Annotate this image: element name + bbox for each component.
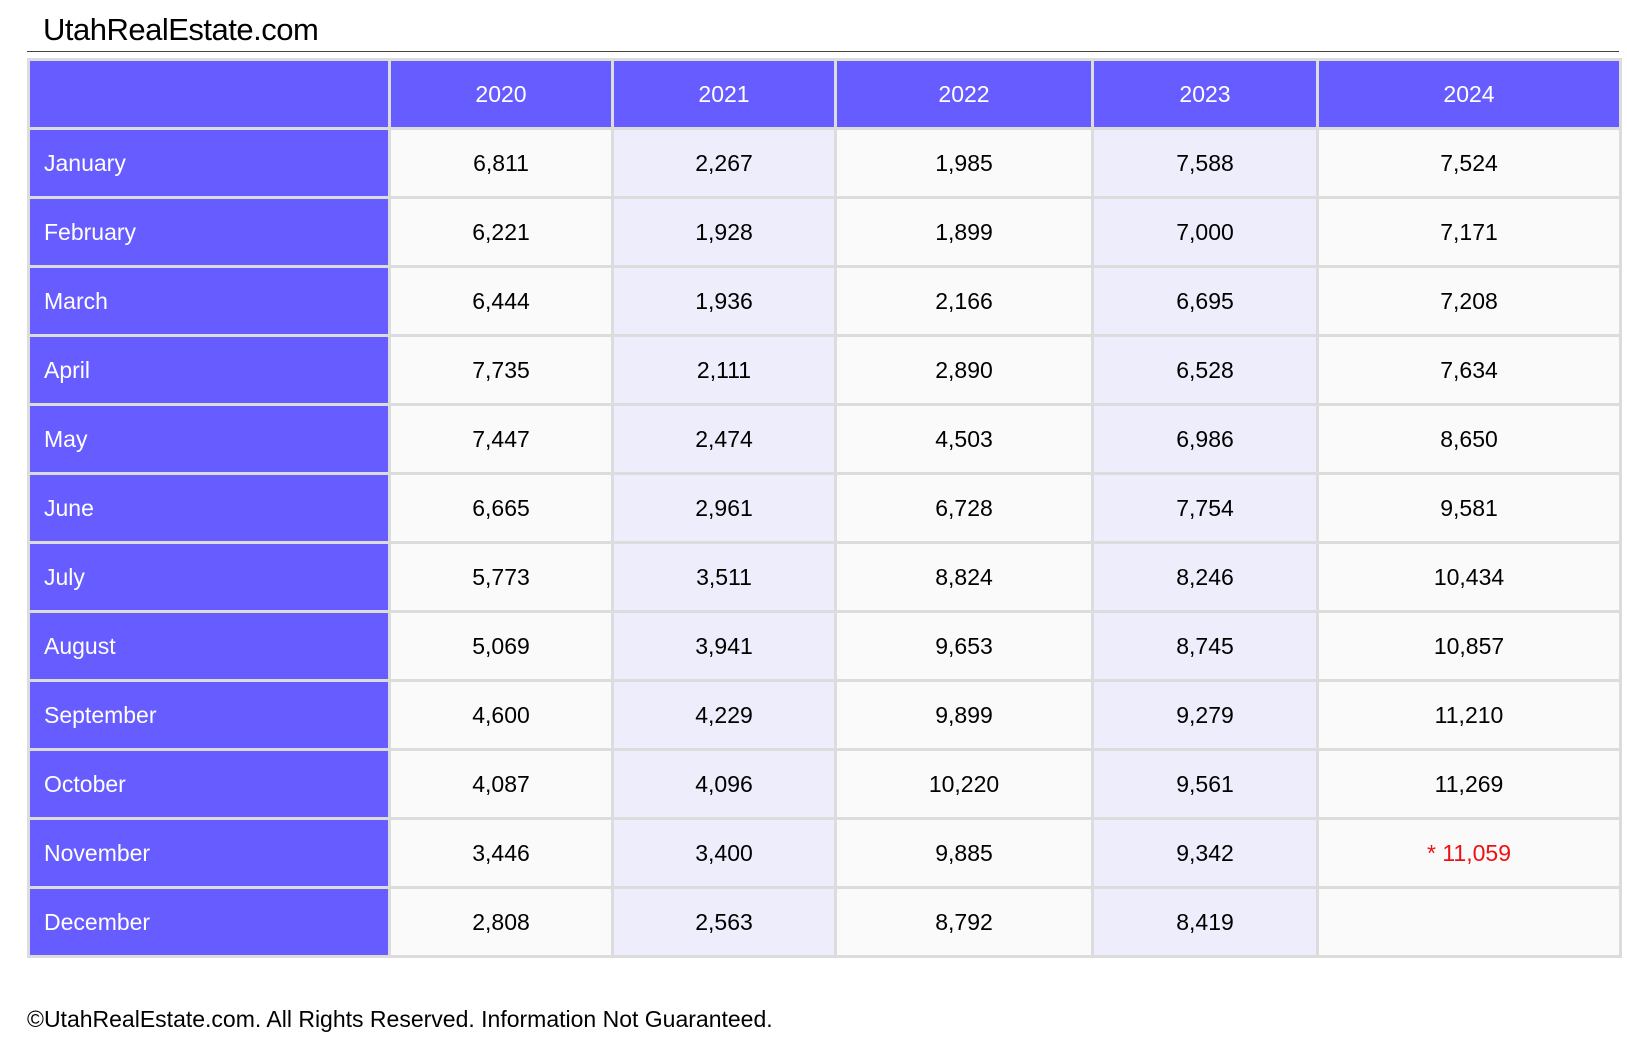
value-cell: 9,653 [837,613,1091,679]
value-cell: 8,824 [837,544,1091,610]
value-cell: 9,899 [837,682,1091,748]
value-cell: 6,221 [391,199,611,265]
value-cell: 9,561 [1094,751,1316,817]
value-cell: 2,166 [837,268,1091,334]
column-header: 2024 [1319,61,1619,127]
row-label: March [30,268,388,334]
value-cell: 9,885 [837,820,1091,886]
value-cell: 5,773 [391,544,611,610]
site-title: UtahRealEstate.com [43,12,319,47]
data-row: August 5,069 3,941 9,653 8,745 10,857 [30,613,1619,679]
data-row: January 6,811 2,267 1,985 7,588 7,524 [30,130,1619,196]
row-label: May [30,406,388,472]
value-cell: 8,246 [1094,544,1316,610]
corner-cell [30,61,388,127]
value-cell: 6,528 [1094,337,1316,403]
value-cell: 7,447 [391,406,611,472]
value-cell: 8,650 [1319,406,1619,472]
value-cell: 11,269 [1319,751,1619,817]
value-cell: 4,229 [614,682,834,748]
column-header: 2021 [614,61,834,127]
value-cell: 5,069 [391,613,611,679]
data-row: September 4,600 4,229 9,899 9,279 11,210 [30,682,1619,748]
value-cell: 10,857 [1319,613,1619,679]
value-cell: 7,000 [1094,199,1316,265]
value-cell: 3,941 [614,613,834,679]
footer-note: ©UtahRealEstate.com. All Rights Reserved… [27,1006,773,1032]
value-cell: 1,936 [614,268,834,334]
row-label: August [30,613,388,679]
data-row: November 3,446 3,400 9,885 9,342 * 11,059 [30,820,1619,886]
value-cell: 1,928 [614,199,834,265]
header-row: 2020 2021 2022 2023 2024 [30,61,1619,127]
column-header: 2020 [391,61,611,127]
value-cell: 3,446 [391,820,611,886]
value-cell: * 11,059 [1319,820,1619,886]
row-label: April [30,337,388,403]
title-rule [27,51,1619,52]
data-row: February 6,221 1,928 1,899 7,000 7,171 [30,199,1619,265]
value-cell: 9,581 [1319,475,1619,541]
value-cell: 2,890 [837,337,1091,403]
value-cell: 10,220 [837,751,1091,817]
row-label: June [30,475,388,541]
data-row: October 4,087 4,096 10,220 9,561 11,269 [30,751,1619,817]
value-cell: 9,342 [1094,820,1316,886]
value-cell: 8,745 [1094,613,1316,679]
value-cell: 7,171 [1319,199,1619,265]
data-row: June 6,665 2,961 6,728 7,754 9,581 [30,475,1619,541]
data-row: December 2,808 2,563 8,792 8,419 [30,889,1619,955]
column-header: 2022 [837,61,1091,127]
value-cell: 1,985 [837,130,1091,196]
value-cell: 7,735 [391,337,611,403]
value-cell: 8,419 [1094,889,1316,955]
value-cell: 4,600 [391,682,611,748]
value-cell: 7,634 [1319,337,1619,403]
value-cell: 10,434 [1319,544,1619,610]
value-cell: 6,811 [391,130,611,196]
value-cell: 2,267 [614,130,834,196]
value-cell: 2,474 [614,406,834,472]
row-label: February [30,199,388,265]
value-cell: 2,961 [614,475,834,541]
row-label: January [30,130,388,196]
data-table: 2020 2021 2022 2023 2024 January 6,811 2,267 1,9… [27,58,1622,958]
value-cell: 3,400 [614,820,834,886]
value-cell: 6,986 [1094,406,1316,472]
value-cell: 2,808 [391,889,611,955]
row-label: July [30,544,388,610]
value-cell: 7,588 [1094,130,1316,196]
value-cell: 4,096 [614,751,834,817]
value-cell: 6,728 [837,475,1091,541]
value-cell: 2,111 [614,337,834,403]
column-header: 2023 [1094,61,1316,127]
data-row: March 6,444 1,936 2,166 6,695 7,208 [30,268,1619,334]
value-cell: 7,208 [1319,268,1619,334]
value-cell: 6,444 [391,268,611,334]
value-cell: 4,087 [391,751,611,817]
data-row: July 5,773 3,511 8,824 8,246 10,434 [30,544,1619,610]
value-cell: 4,503 [837,406,1091,472]
value-cell: 11,210 [1319,682,1619,748]
value-cell: 8,792 [837,889,1091,955]
row-label: October [30,751,388,817]
value-cell: 6,665 [391,475,611,541]
value-cell: 2,563 [614,889,834,955]
empty-cell [1319,889,1619,955]
value-cell: 7,524 [1319,130,1619,196]
value-cell: 7,754 [1094,475,1316,541]
row-label: December [30,889,388,955]
value-cell: 1,899 [837,199,1091,265]
row-label: November [30,820,388,886]
data-row: April 7,735 2,111 2,890 6,528 7,634 [30,337,1619,403]
value-cell: 6,695 [1094,268,1316,334]
value-cell: 3,511 [614,544,834,610]
data-row: May 7,447 2,474 4,503 6,986 8,650 [30,406,1619,472]
row-label: September [30,682,388,748]
value-cell: 9,279 [1094,682,1316,748]
